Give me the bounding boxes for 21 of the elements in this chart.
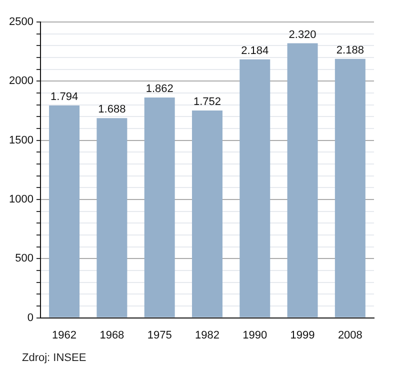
text: Zdroj: INSEE <box>22 352 86 364</box>
data-label: 1.794 <box>50 91 78 104</box>
y-tick-label: 2500 <box>8 16 34 28</box>
data-label: 2.184 <box>241 44 269 57</box>
y-tick-label: 1500 <box>8 134 34 146</box>
x-tick-label: 1975 <box>147 329 172 342</box>
y-tick-label: 0 <box>27 312 34 324</box>
x-tick-label: 1990 <box>242 329 268 342</box>
x-tick-label: 2008 <box>338 329 362 342</box>
x-tick-label: 1962 <box>52 329 77 342</box>
data-label: 2.188 <box>336 44 364 56</box>
y-tick-label: 2000 <box>8 75 34 88</box>
data-label: 1.752 <box>193 96 221 108</box>
y-tick-label: 500 <box>15 252 34 265</box>
x-tick-label: 1982 <box>194 329 220 342</box>
x-tick-label: 1968 <box>100 329 124 342</box>
data-label: 1.862 <box>146 83 174 96</box>
data-label: 1.688 <box>98 104 126 116</box>
data-label: 2.320 <box>288 28 316 41</box>
y-tick-label: 1000 <box>8 194 34 206</box>
x-tick-label: 1999 <box>290 329 315 342</box>
